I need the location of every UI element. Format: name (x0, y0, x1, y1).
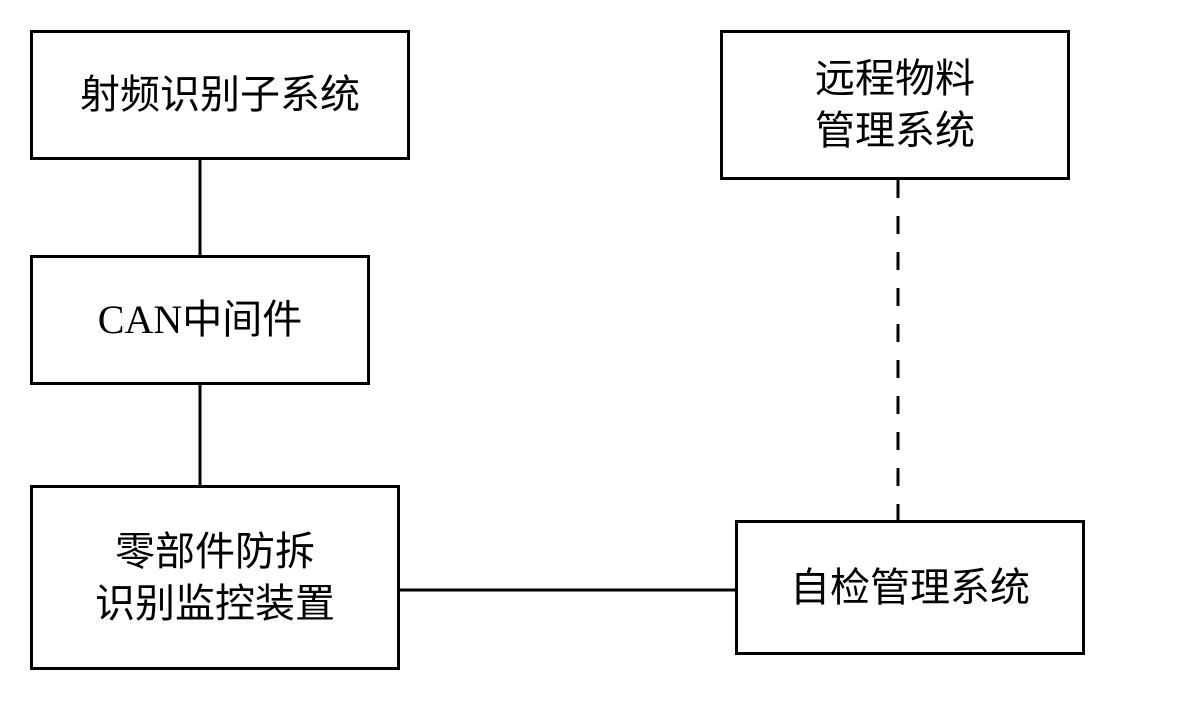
node-rfid: 射频识别子系统 (30, 30, 410, 160)
node-component: 零部件防拆识别监控装置 (30, 485, 400, 670)
node-remote-label: 远程物料管理系统 (815, 53, 975, 157)
node-selfcheck: 自检管理系统 (735, 520, 1085, 655)
node-remote: 远程物料管理系统 (720, 30, 1070, 180)
node-can-label: CAN中间件 (98, 294, 302, 346)
node-selfcheck-label: 自检管理系统 (790, 562, 1030, 614)
node-can: CAN中间件 (30, 255, 370, 385)
node-component-label: 零部件防拆识别监控装置 (95, 526, 335, 630)
node-rfid-label: 射频识别子系统 (80, 69, 360, 121)
